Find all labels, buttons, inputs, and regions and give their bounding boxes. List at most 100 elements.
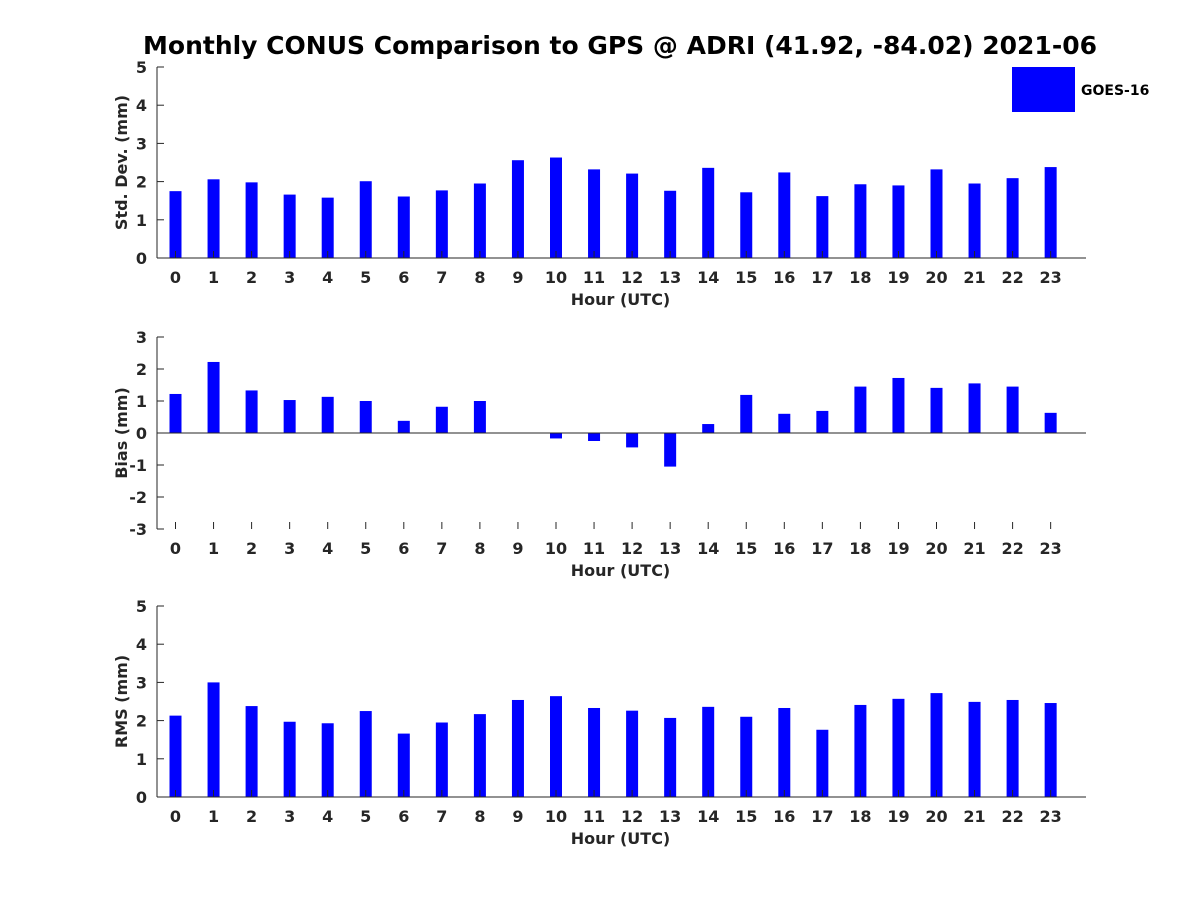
bias-bar-23 — [1044, 412, 1057, 433]
std-dev-bar-11 — [588, 169, 601, 258]
bias-bar-15 — [740, 394, 753, 433]
std-dev-y-tick-label: 3 — [136, 134, 147, 153]
rms-bar-12 — [626, 710, 639, 797]
std-dev-x-tick-label: 15 — [735, 268, 757, 287]
std-dev-bar-10 — [550, 157, 562, 258]
rms-x-tick-label: 22 — [1001, 807, 1023, 826]
rms-x-tick-label: 21 — [963, 807, 985, 826]
rms-x-tick-label: 13 — [659, 807, 681, 826]
bias-x-tick-label: 21 — [963, 539, 985, 558]
bias-x-axis-label: Hour (UTC) — [571, 561, 671, 580]
bias-x-tick-label: 13 — [659, 539, 681, 558]
rms-bar-18 — [854, 704, 867, 797]
std-dev-x-tick-label: 5 — [360, 268, 371, 287]
rms-x-tick-label: 19 — [887, 807, 909, 826]
bias-y-tick-label: -3 — [129, 520, 147, 539]
rms-bar-3 — [283, 721, 296, 797]
bias-x-tick-label: 5 — [360, 539, 371, 558]
std-dev-bar-0 — [169, 191, 182, 258]
rms-x-tick-label: 20 — [925, 807, 947, 826]
std-dev-bar-5 — [359, 181, 372, 258]
bias-bar-0 — [169, 393, 182, 433]
rms-x-tick-label: 23 — [1040, 807, 1062, 826]
bias-bar-5 — [359, 401, 372, 433]
std-dev-x-tick-label: 1 — [208, 268, 219, 287]
std-dev-x-tick-label: 17 — [811, 268, 833, 287]
std-dev-x-tick-label: 9 — [512, 268, 523, 287]
std-dev-bar-14 — [702, 167, 715, 258]
bias-bar-18 — [854, 386, 867, 433]
bias-x-tick-label: 17 — [811, 539, 833, 558]
rms-bar-17 — [816, 729, 829, 797]
rms-bar-9 — [511, 699, 524, 797]
std-dev-bar-6 — [397, 196, 410, 258]
std-dev-x-tick-label: 12 — [621, 268, 643, 287]
std-dev-bar-21 — [968, 183, 981, 258]
bias-x-tick-label: 7 — [436, 539, 447, 558]
rms-bar-10 — [550, 696, 562, 797]
bias-x-tick-label: 12 — [621, 539, 643, 558]
rms-bar-23 — [1044, 703, 1057, 797]
bias-y-tick-label: -1 — [129, 456, 147, 475]
std-dev-bar-16 — [778, 172, 791, 258]
std-dev-bar-4 — [321, 197, 334, 258]
std-dev-x-tick-label: 23 — [1040, 268, 1062, 287]
bias-x-tick-label: 18 — [849, 539, 871, 558]
rms-bar-15 — [740, 716, 753, 797]
std-dev-x-tick-label: 11 — [583, 268, 605, 287]
std-dev-bar-2 — [245, 182, 258, 258]
std-dev-y-tick-label: 0 — [136, 249, 147, 268]
rms-bar-7 — [435, 722, 448, 797]
bias-x-tick-label: 9 — [512, 539, 523, 558]
std-dev-x-tick-label: 22 — [1001, 268, 1023, 287]
rms-x-tick-label: 8 — [474, 807, 485, 826]
bias-x-tick-label: 0 — [170, 539, 181, 558]
rms-bar-4 — [321, 723, 334, 797]
rms-x-tick-label: 6 — [398, 807, 409, 826]
rms-x-axis-label: Hour (UTC) — [571, 829, 671, 848]
bias-x-tick-label: 4 — [322, 539, 333, 558]
std-dev-bar-1 — [207, 179, 220, 258]
rms-x-tick-label: 4 — [322, 807, 333, 826]
std-dev-x-tick-label: 2 — [246, 268, 257, 287]
rms-bar-14 — [702, 706, 715, 797]
rms-bar-20 — [930, 693, 943, 797]
std-dev-bar-20 — [930, 169, 943, 258]
rms-x-tick-label: 16 — [773, 807, 795, 826]
std-dev-bar-8 — [473, 183, 486, 258]
std-dev-bar-18 — [854, 184, 867, 258]
bias-x-tick-label: 15 — [735, 539, 757, 558]
rms-x-tick-label: 5 — [360, 807, 371, 826]
rms-bar-16 — [778, 707, 791, 797]
rms-x-tick-label: 15 — [735, 807, 757, 826]
std-dev-bar-23 — [1044, 167, 1057, 258]
legend-swatch — [1012, 67, 1075, 112]
std-dev-bar-7 — [435, 190, 448, 258]
bias-y-axis-label: Bias (mm) — [112, 387, 131, 479]
chart-title: Monthly CONUS Comparison to GPS @ ADRI (… — [143, 31, 1097, 60]
rms-x-tick-label: 3 — [284, 807, 295, 826]
bias-y-tick-label: -2 — [129, 488, 147, 507]
std-dev-bar-22 — [1006, 178, 1019, 258]
std-dev-x-tick-label: 20 — [925, 268, 947, 287]
bias-x-tick-label: 20 — [925, 539, 947, 558]
rms-x-tick-label: 12 — [621, 807, 643, 826]
std-dev-bar-19 — [892, 185, 905, 258]
bias-bar-14 — [702, 424, 715, 433]
bias-x-tick-label: 14 — [697, 539, 719, 558]
bias-bar-12 — [626, 433, 639, 448]
std-dev-x-tick-label: 16 — [773, 268, 795, 287]
rms-x-tick-label: 7 — [436, 807, 447, 826]
rms-x-tick-label: 2 — [246, 807, 257, 826]
bias-bar-3 — [283, 400, 296, 433]
std-dev-x-tick-label: 10 — [545, 268, 567, 287]
std-dev-x-tick-label: 4 — [322, 268, 333, 287]
std-dev-x-axis-label: Hour (UTC) — [571, 290, 671, 309]
bias-x-tick-label: 16 — [773, 539, 795, 558]
rms-x-tick-label: 9 — [512, 807, 523, 826]
bias-y-tick-label: 0 — [136, 424, 147, 443]
bias-bar-17 — [816, 410, 829, 433]
bias-x-tick-label: 10 — [545, 539, 567, 558]
